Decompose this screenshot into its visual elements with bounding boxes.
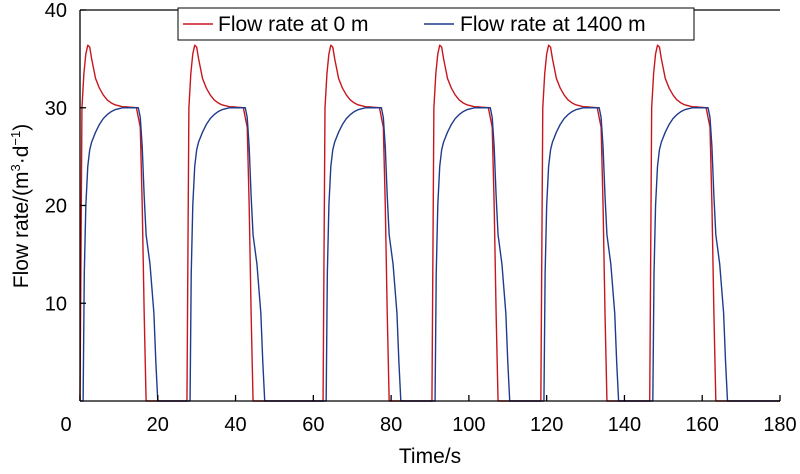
y-axis-title-text: Flow rate/(m — [10, 172, 33, 289]
y-tick-label: 20 — [45, 196, 67, 218]
x-tick-label: 80 — [380, 414, 402, 436]
y-axis-title-close: ) — [10, 124, 33, 131]
x-tick-label: 100 — [452, 414, 485, 436]
legend-label-flow-1400m: Flow rate at 1400 m — [460, 13, 646, 36]
x-tick-label: 40 — [224, 414, 246, 436]
x-tick-label: 160 — [686, 414, 719, 436]
y-tick-label: 30 — [45, 98, 67, 120]
x-tick-label: 0 — [60, 414, 71, 436]
x-axis-title: Time/s — [399, 445, 461, 468]
y-tick-label: 40 — [45, 0, 67, 22]
x-tick-label: 120 — [530, 414, 563, 436]
legend-label-flow-0m: Flow rate at 0 m — [218, 13, 369, 36]
ticks-layer: 0 20 40 60 80 100 120 140 160 180 10 20 30 40 — [45, 0, 797, 436]
y-axis-title: Flow rate/(m3·d−1) — [8, 124, 33, 288]
y-axis-title-sup1: 3 — [8, 164, 23, 171]
x-tick-label: 20 — [147, 414, 169, 436]
x-tick-label: 180 — [763, 414, 796, 436]
y-tick-label: 10 — [45, 293, 67, 315]
x-tick-label: 140 — [608, 414, 641, 436]
y-axis-title-mid: ·d — [10, 146, 33, 165]
legend: Flow rate at 0 m Flow rate at 1400 m — [177, 7, 695, 41]
y-axis-title-sup2: −1 — [8, 131, 23, 146]
x-tick-label: 60 — [302, 414, 324, 436]
